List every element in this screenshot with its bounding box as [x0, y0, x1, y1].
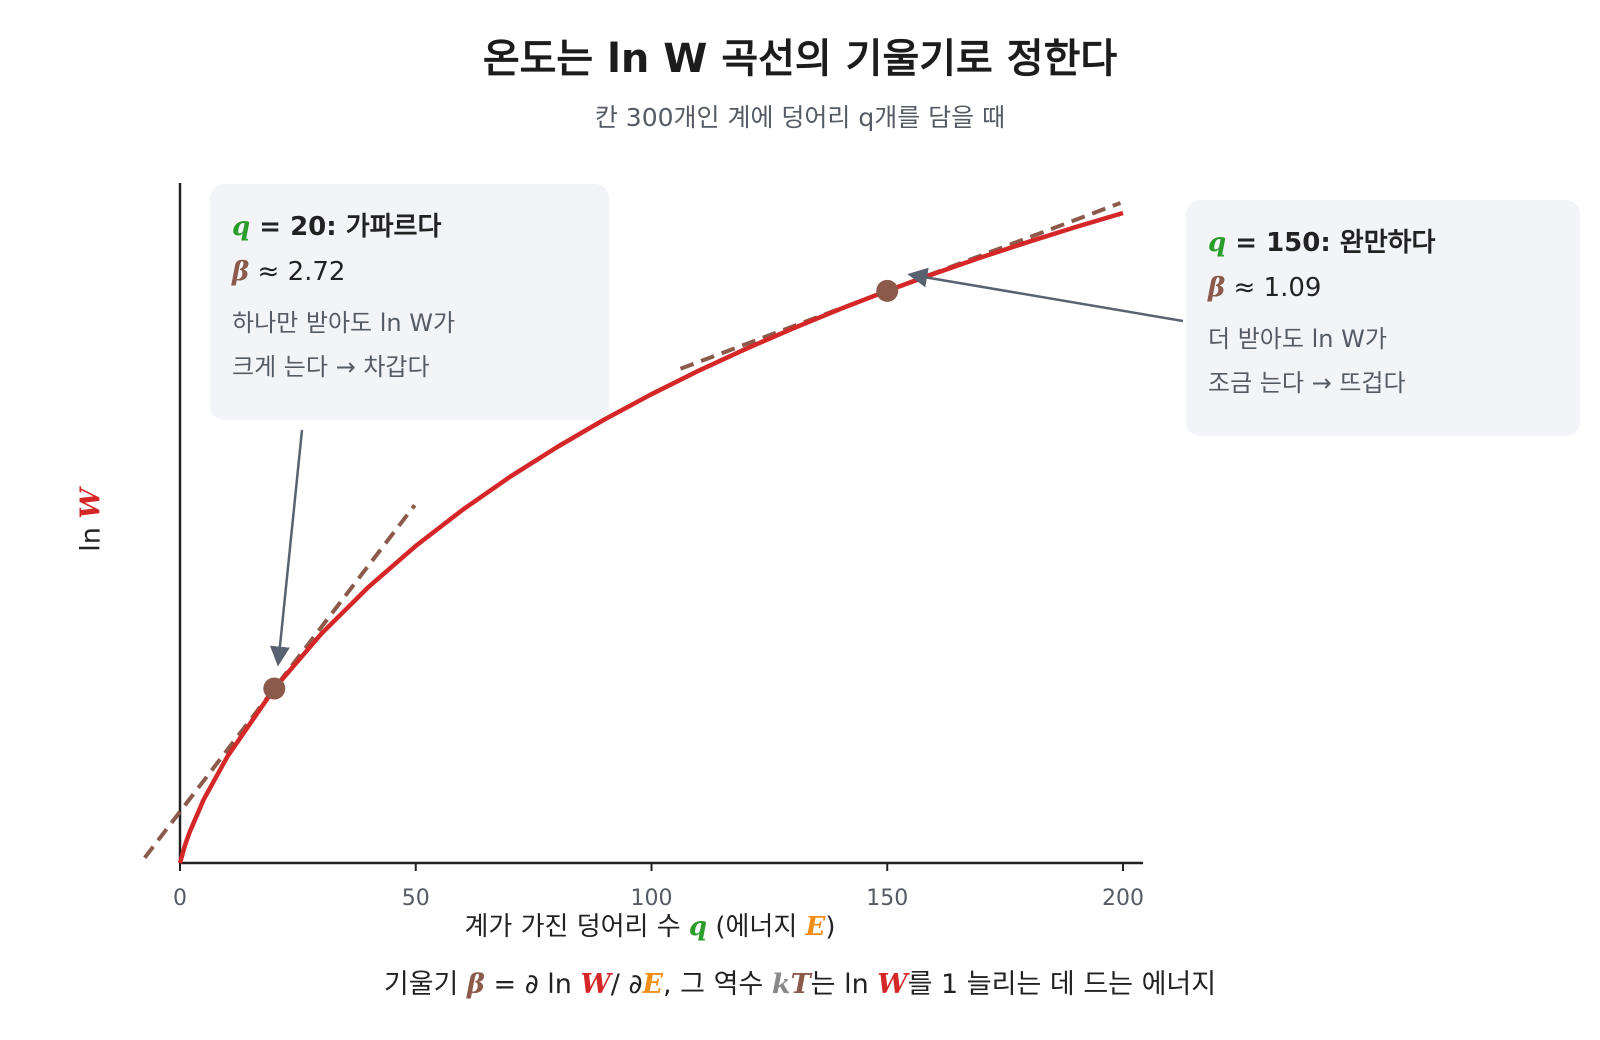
footnote-k: k — [771, 969, 791, 1000]
footnote-w2: W — [877, 969, 908, 1000]
footnote-part5: 는 ln — [810, 969, 878, 1000]
x-tick-label-50: 50 — [402, 886, 430, 911]
callout-q20-head-text: = 20: 가파르다 — [250, 212, 442, 242]
footnote-w1: W — [580, 969, 611, 1000]
x-axis-label: 계가 가진 덩어리 수 q (에너지 E) — [0, 906, 1300, 943]
point-q150 — [876, 279, 899, 302]
x-tick-label-150: 150 — [866, 886, 908, 911]
y-axis-label-prefix: ln — [75, 518, 107, 552]
callout-q150-beta: β ≈ 1.09 — [1208, 273, 1558, 303]
callout-q150-head-text: = 150: 완만하다 — [1226, 228, 1436, 258]
callout-q20-line2: 크게 는다 → 차갑다 — [232, 353, 430, 381]
tangent-line-q150 — [679, 201, 1122, 371]
x-tick-label-100: 100 — [631, 886, 673, 911]
callout-q20-line1: 하나만 받아도 ln W가 — [232, 309, 456, 337]
y-axis-label: ln W — [76, 488, 107, 552]
footnote-part1: 기울기 — [383, 969, 467, 1000]
ln-w-curve — [177, 210, 1124, 864]
callout-q150-beta-symbol: β — [1208, 273, 1226, 303]
footnote-part6: 를 1 늘리는 데 드는 에너지 — [907, 969, 1217, 1000]
callout-q20: q = 20: 가파르다 β ≈ 2.72 하나만 받아도 ln W가 크게 는… — [210, 184, 609, 420]
chart-title: 온도는 ln W 곡선의 기울기로 정한다 — [482, 36, 1118, 82]
callout-q150-q-symbol: q — [1208, 228, 1227, 258]
callout-q150-heading: q = 150: 완만하다 — [1208, 222, 1558, 259]
point-q20 — [263, 677, 286, 700]
x-axis-label-mid: (에너지 — [707, 912, 806, 942]
x-axis-label-prefix: 계가 가진 덩어리 수 — [464, 912, 689, 942]
callout-q150-line2: 조금 는다 → 뜨겁다 — [1208, 369, 1406, 397]
footnote-t: T — [790, 969, 811, 1000]
footnote-part4: , 그 역수 — [663, 969, 772, 1000]
footnote-e: E — [642, 969, 663, 1000]
x-axis-e-symbol: E — [805, 912, 826, 942]
footnote: 기울기 β = ∂ ln W/ ∂E, 그 역수 kT는 ln W를 1 늘리는… — [0, 962, 1600, 1001]
callout-q150-line1: 더 받아도 ln W가 — [1208, 325, 1387, 353]
callout-q20-q-symbol: q — [232, 212, 251, 242]
x-tick-label-0: 0 — [173, 886, 187, 911]
arrow-to-q20 — [269, 429, 304, 667]
x-axis-q-symbol: q — [688, 912, 708, 942]
footnote-part2: = ∂ ln — [484, 969, 581, 1000]
callout-q20-beta: β ≈ 2.72 — [232, 257, 587, 287]
callout-q20-beta-symbol: β — [232, 257, 250, 287]
callout-q150-beta-value: ≈ 1.09 — [1225, 273, 1322, 303]
callout-q20-heading: q = 20: 가파르다 — [232, 206, 587, 243]
x-axis-label-suffix: ) — [825, 912, 836, 942]
footnote-part3: / ∂ — [610, 969, 643, 1000]
callout-q20-beta-value: ≈ 2.72 — [249, 257, 346, 287]
y-axis-symbol-w: W — [75, 488, 107, 519]
chart-subtitle: 칸 300개인 계에 덩어리 q개를 담을 때 — [594, 103, 1006, 132]
footnote-beta: β — [466, 969, 485, 1000]
arrow-to-q150 — [907, 267, 1184, 323]
x-tick-label-200: 200 — [1102, 886, 1144, 911]
callout-q150: q = 150: 완만하다 β ≈ 1.09 더 받아도 ln W가 조금 는다… — [1186, 200, 1580, 436]
